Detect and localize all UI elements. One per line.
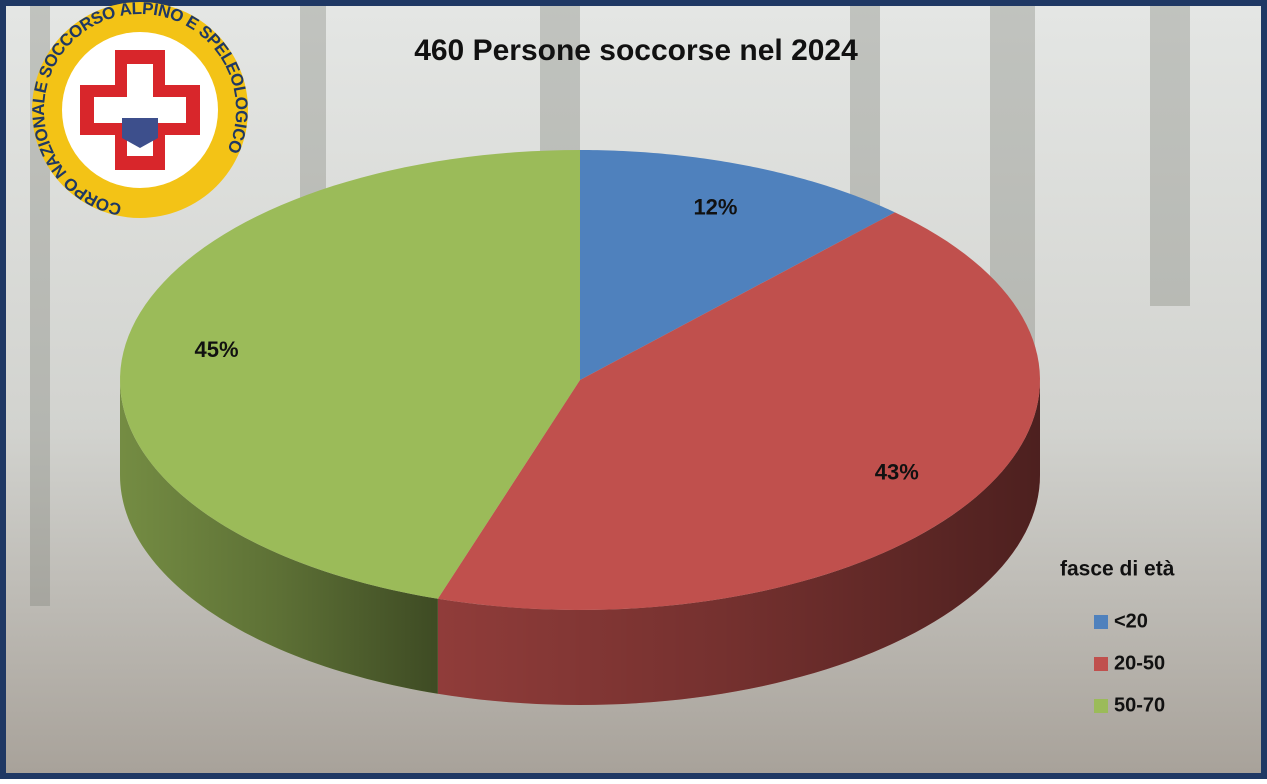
- legend-swatch: [1094, 699, 1108, 713]
- legend-title: fasce di età: [1060, 558, 1175, 581]
- slice: [437, 212, 1040, 610]
- side-shade: [437, 380, 1040, 705]
- side-shade: [120, 380, 438, 694]
- data-label: 43%: [875, 459, 919, 484]
- data-label: 12%: [693, 195, 737, 220]
- legend-swatch: [1094, 657, 1108, 671]
- data-label: 45%: [195, 337, 239, 362]
- legend-label: <20: [1114, 610, 1148, 632]
- legend-label: 20-50: [1114, 652, 1165, 674]
- legend-swatch: [1094, 615, 1108, 629]
- logo: CORPO NAZIONALE SOCCORSO ALPINO E SPELEO…: [30, 0, 251, 219]
- chart-title: 460 Persone soccorse nel 2024: [414, 34, 858, 67]
- slice: [120, 150, 580, 599]
- legend-label: 50-70: [1114, 694, 1165, 716]
- slice: [580, 150, 895, 380]
